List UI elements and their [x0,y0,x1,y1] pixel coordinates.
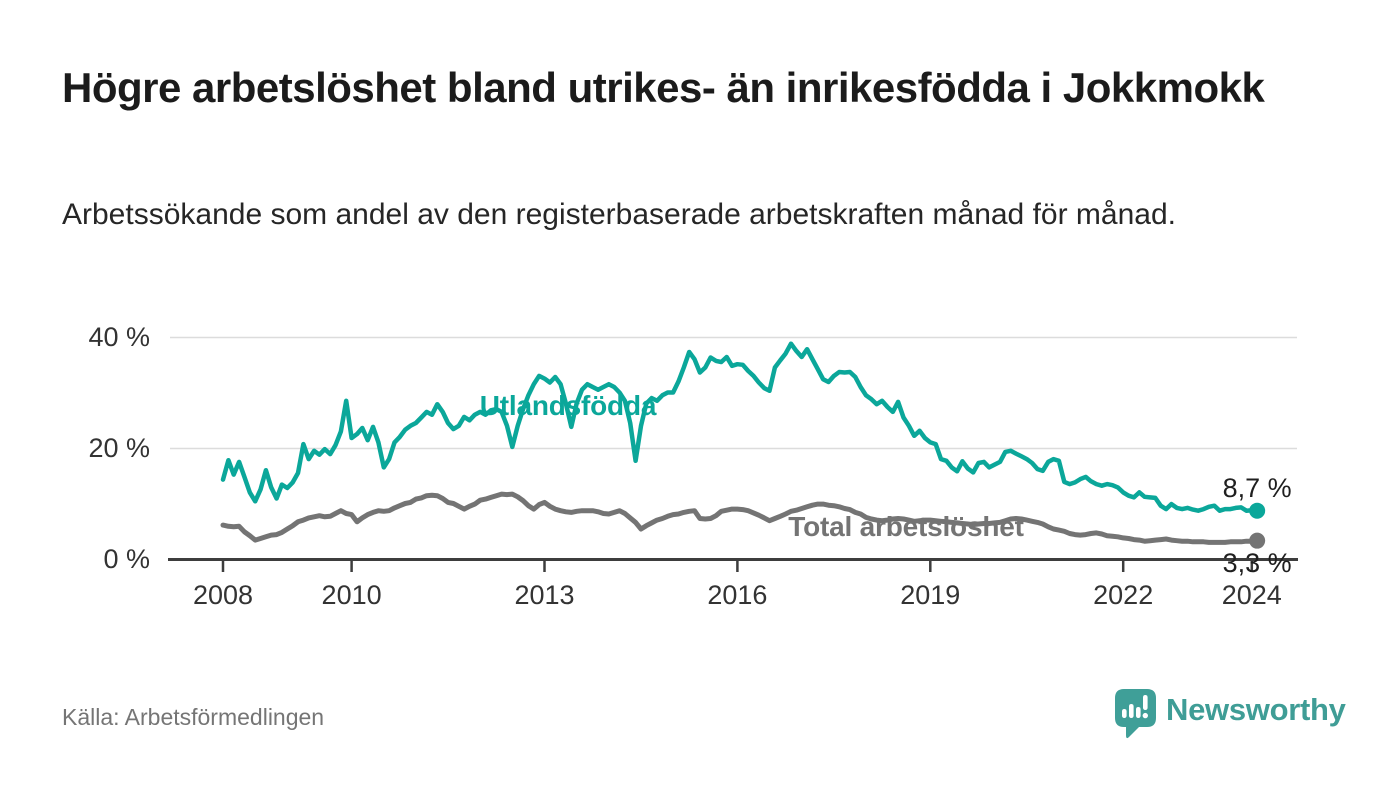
end-value-label-1: 3,3 % [1222,547,1292,578]
y-tick-label: 40 % [88,322,150,352]
x-tick-label: 2008 [192,580,254,610]
x-tick-label: 2022 [1093,580,1154,610]
series-end-dot-1 [1249,532,1266,549]
x-tick-label: 2024 [1221,580,1282,610]
x-tick-label: 2019 [900,580,961,610]
series-end-dot-0 [1249,502,1266,519]
series-line-0 [220,341,1260,513]
source-note: Källa: Arbetsförmedlingen [62,704,325,730]
speech-bubble-shape [1115,689,1156,739]
series-label-1: Total arbetslöshet [788,511,1024,542]
chart-subtitle: Arbetssökande som andel av den registerb… [62,198,1176,231]
end-value-label-0: 8,7 % [1222,472,1292,503]
x-tick-label: 2013 [514,580,575,610]
brand-name: Newsworthy [1166,692,1346,727]
series-line-1 [220,491,1260,545]
x-tick-label: 2016 [707,580,768,610]
x-tick-label: 2010 [321,580,382,610]
y-tick-label: 20 % [88,433,150,463]
series-label-0: Utlandsfödda [479,390,657,421]
newsworthy-logo-icon [1115,689,1156,739]
y-tick-label: 0 % [103,544,150,574]
page-title: Högre arbetslöshet bland utrikes- än inr… [62,64,1265,111]
